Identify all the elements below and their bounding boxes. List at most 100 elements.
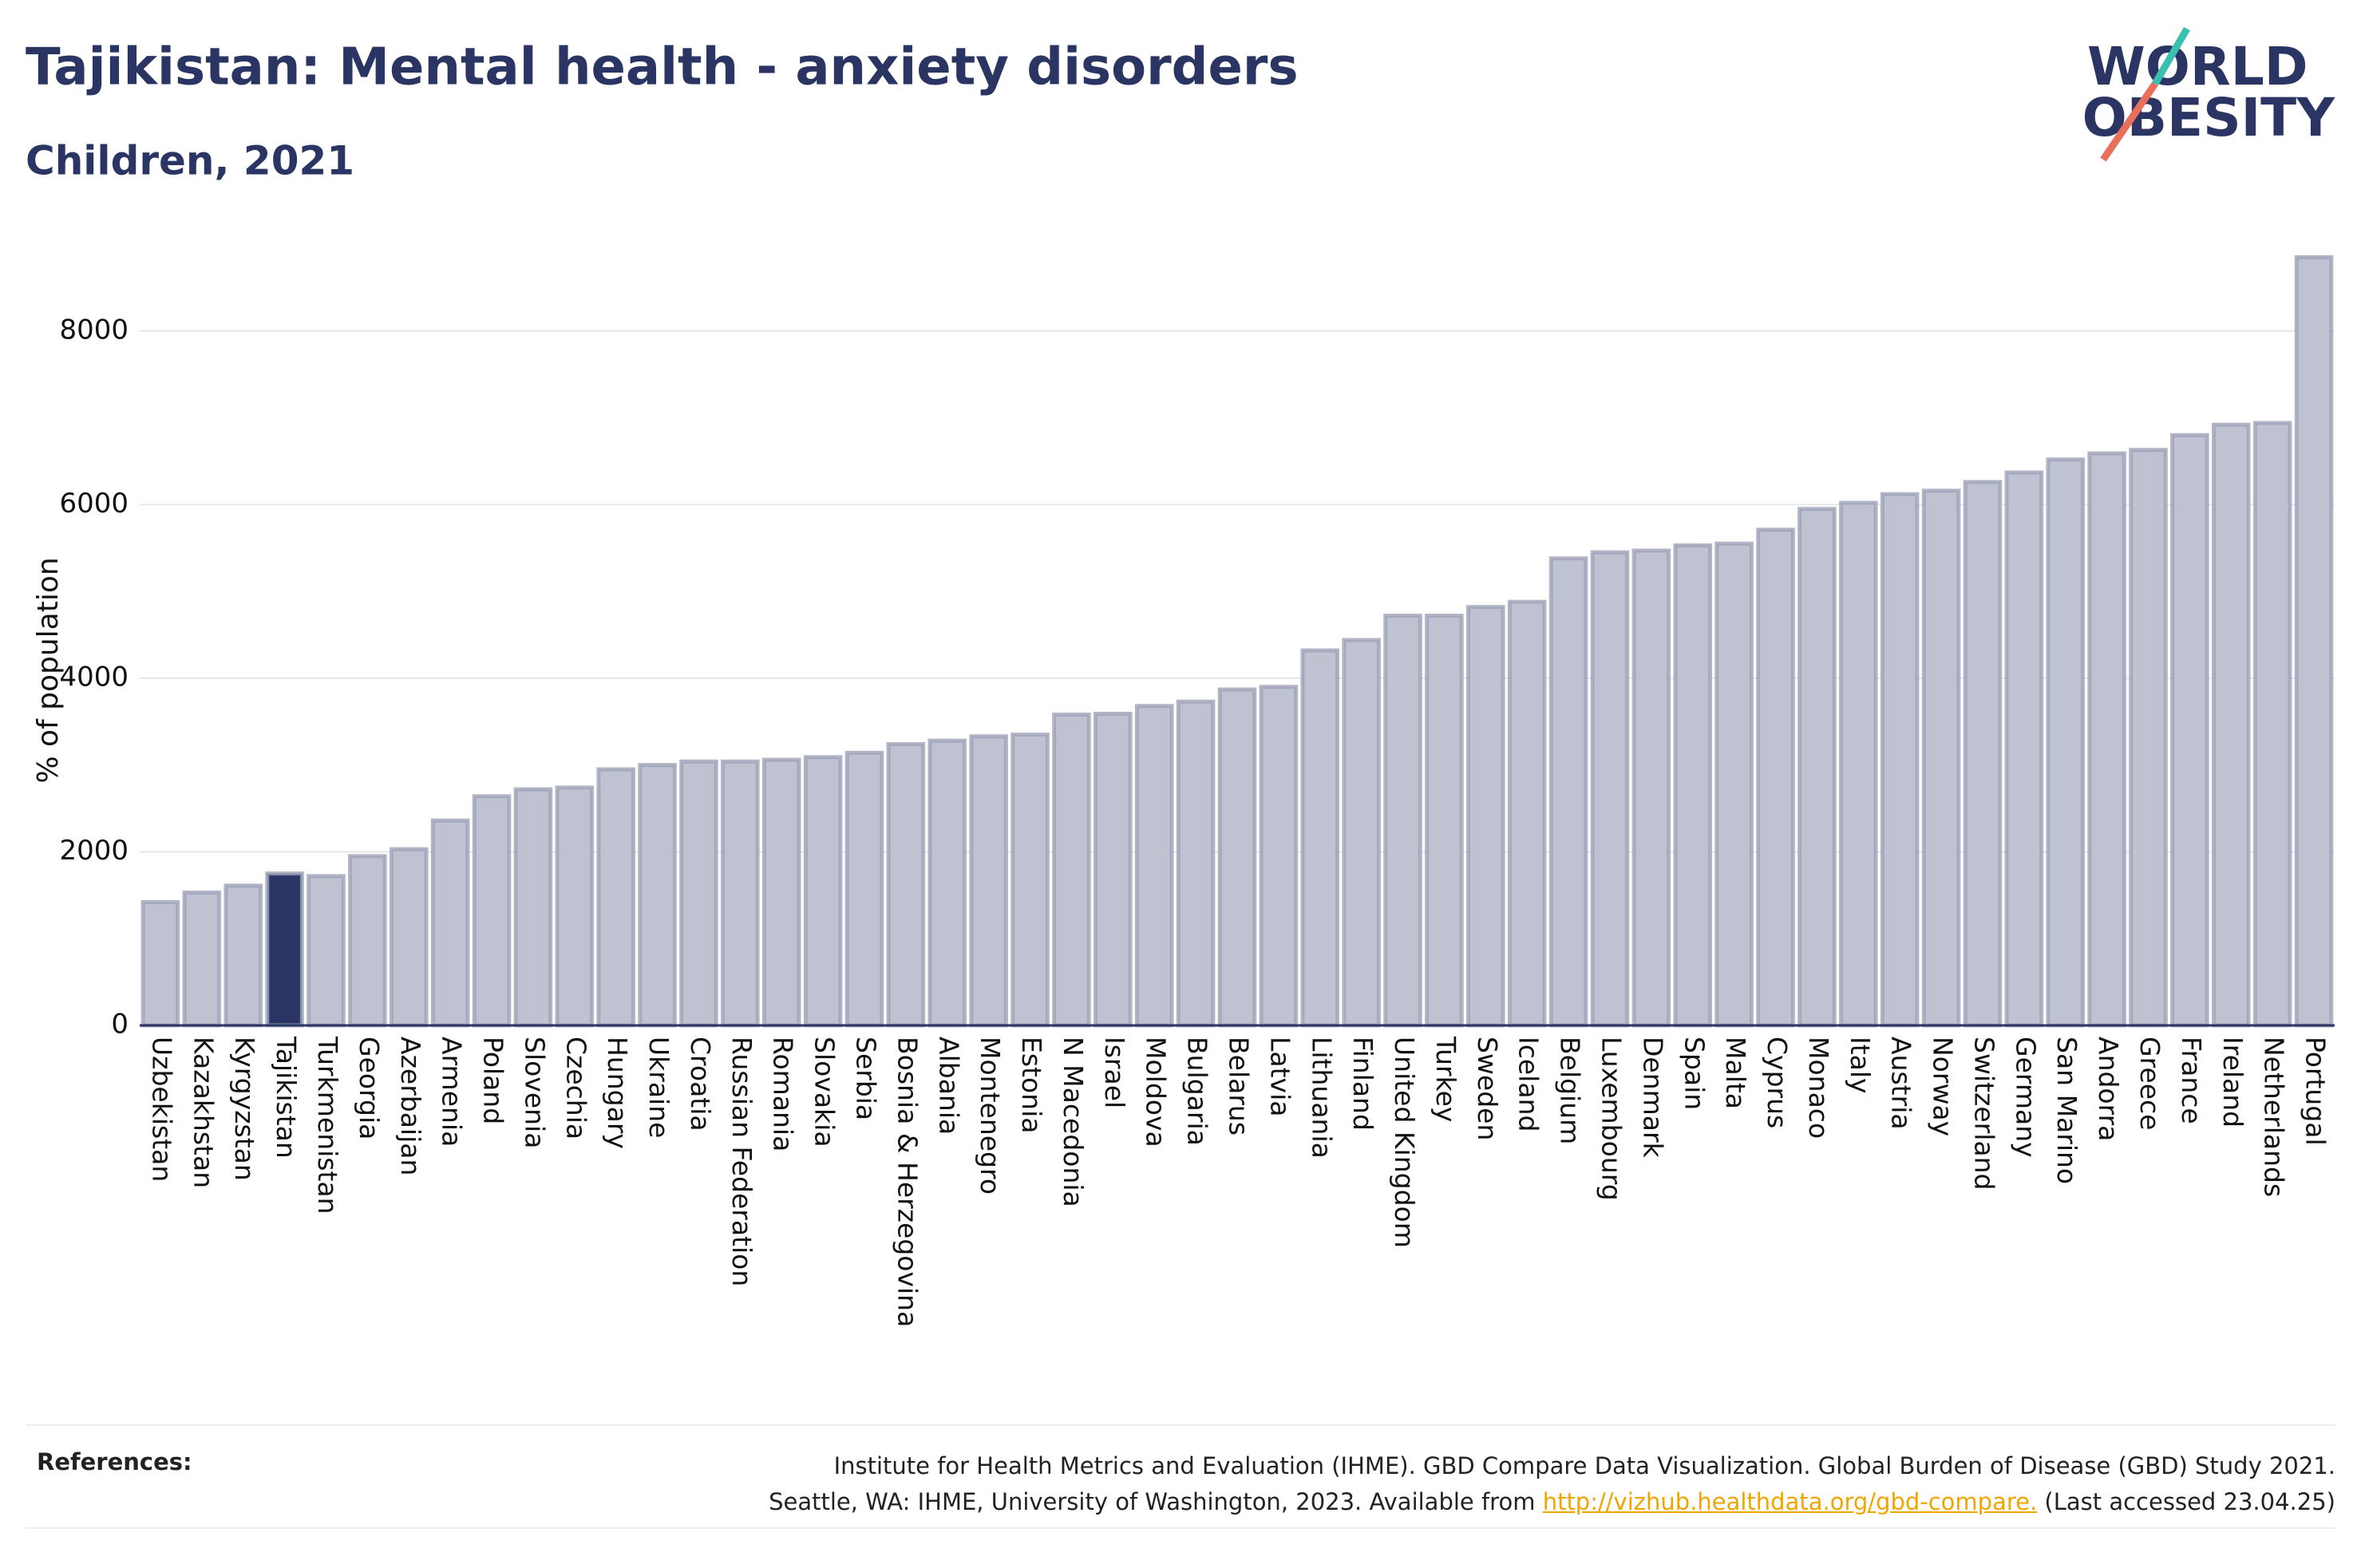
x-tick-label: Slovenia xyxy=(519,1037,550,1148)
x-tick-label: Albania xyxy=(933,1037,964,1135)
bar xyxy=(1963,480,2003,1028)
x-tick-label: Iceland xyxy=(1513,1037,1544,1132)
bar xyxy=(1797,507,1837,1028)
bar xyxy=(2129,448,2168,1028)
reference-line: Seattle, WA: IHME, University of Washing… xyxy=(769,1488,1536,1515)
x-tick-label: Azerbaijan xyxy=(395,1037,426,1175)
x-tick-label: Bosnia & Herzegovina xyxy=(892,1037,923,1327)
bar xyxy=(265,871,304,1028)
y-tick-label: 8000 xyxy=(59,314,129,346)
bar xyxy=(1714,541,1754,1028)
bar xyxy=(1590,550,1630,1028)
x-tick-label: Finland xyxy=(1347,1037,1378,1131)
references-label: References: xyxy=(37,1448,192,1475)
x-tick-label: Uzbekistan xyxy=(146,1037,177,1182)
bar xyxy=(721,759,760,1028)
bar xyxy=(1673,543,1713,1028)
bar xyxy=(761,757,801,1028)
x-tick-label: Turkmenistan xyxy=(312,1036,343,1215)
bar xyxy=(1010,733,1050,1028)
x-tick-label: Belgium xyxy=(1555,1037,1586,1144)
x-tick-label: Denmark xyxy=(1637,1037,1668,1159)
bar xyxy=(430,818,470,1028)
x-tick-label: Netherlands xyxy=(2259,1037,2290,1197)
x-tick-label: San Marino xyxy=(2051,1037,2082,1184)
bar xyxy=(1756,527,1795,1028)
x-tick-label: Luxembourg xyxy=(1596,1037,1627,1201)
bar xyxy=(2046,457,2086,1028)
bar xyxy=(2170,432,2209,1028)
bar xyxy=(1259,685,1299,1028)
bar xyxy=(1921,488,1961,1028)
bar xyxy=(1217,687,1257,1028)
y-tick-label: 4000 xyxy=(59,661,129,693)
x-tick-label: Cyprus xyxy=(1762,1037,1793,1128)
logo-slash xyxy=(2152,26,2190,86)
bar xyxy=(140,900,180,1028)
bar xyxy=(1466,605,1505,1028)
y-tick-label: 6000 xyxy=(59,488,129,519)
x-tick-label: Kazakhstan xyxy=(188,1037,219,1188)
bar xyxy=(1507,599,1547,1028)
bar xyxy=(1052,713,1091,1028)
x-tick-label: Latvia xyxy=(1264,1037,1295,1116)
bar xyxy=(2004,470,2044,1028)
x-tick-label: Hungary xyxy=(602,1037,633,1149)
bar xyxy=(596,767,635,1028)
logo-text: OBESITY xyxy=(2082,87,2336,148)
x-tick-label: Ukraine xyxy=(643,1037,674,1138)
x-tick-label: Montenegro xyxy=(975,1037,1006,1195)
y-axis-label: % of population xyxy=(32,557,65,783)
x-tick-label: Belarus xyxy=(1224,1037,1255,1136)
x-tick-label: Monaco xyxy=(1803,1037,1834,1139)
references: References: Institute for Health Metrics… xyxy=(26,1424,2335,1529)
x-tick-label: Croatia xyxy=(685,1037,716,1132)
x-tick-label: Poland xyxy=(478,1037,509,1124)
bar xyxy=(1631,548,1671,1028)
references-text: Institute for Health Metrics and Evaluat… xyxy=(769,1448,2335,1520)
bar xyxy=(1383,614,1422,1028)
bar xyxy=(1176,699,1216,1028)
x-tick-label: Slovakia xyxy=(809,1037,840,1147)
bar xyxy=(223,883,263,1028)
x-tick-label: Turkey xyxy=(1430,1036,1461,1122)
bar xyxy=(679,759,718,1028)
x-tick-label: Armenia xyxy=(437,1037,468,1147)
x-tick-label: Lithuania xyxy=(1306,1037,1337,1159)
x-tick-label: Malta xyxy=(1720,1037,1751,1109)
x-tick-label: Israel xyxy=(1099,1037,1130,1108)
x-tick-label: Italy xyxy=(1845,1037,1876,1094)
bar xyxy=(1300,648,1340,1028)
x-tick-label: Serbia xyxy=(851,1037,882,1120)
x-tick-label: United Kingdom xyxy=(1389,1037,1420,1248)
x-tick-label: France xyxy=(2176,1037,2207,1124)
chart-subtitle: Children, 2021 xyxy=(26,138,354,184)
logo-slash xyxy=(2100,81,2158,162)
y-tick-label: 2000 xyxy=(59,835,129,867)
x-tick-label: Russian Federation xyxy=(726,1037,757,1286)
bar xyxy=(1425,614,1464,1028)
reference-link[interactable]: http://vizhub.healthdata.org/gbd-compare… xyxy=(1542,1488,2038,1515)
x-tick-label: Georgia xyxy=(354,1037,385,1139)
bar xyxy=(969,734,1008,1028)
x-tick-label: Romania xyxy=(768,1037,799,1151)
y-tick-label: 0 xyxy=(111,1009,129,1041)
bar xyxy=(513,787,553,1028)
x-tick-label: Germany xyxy=(2010,1037,2041,1158)
x-tick-label: Moldova xyxy=(1141,1037,1172,1147)
reference-line: Institute for Health Metrics and Evaluat… xyxy=(833,1452,2335,1479)
x-tick-label: Tajikistan xyxy=(271,1036,302,1159)
bar xyxy=(1880,492,1920,1028)
bar xyxy=(348,854,387,1028)
bar xyxy=(306,874,346,1028)
bar xyxy=(844,750,884,1028)
x-tick-label: Austria xyxy=(1886,1037,1917,1130)
bar xyxy=(2211,422,2251,1028)
bar xyxy=(1839,500,1878,1028)
logo-text: WORLD xyxy=(2087,36,2308,97)
x-tick-label: Spain xyxy=(1679,1037,1710,1110)
bar xyxy=(2252,421,2292,1028)
bar xyxy=(927,738,967,1028)
x-tick-label: Bulgaria xyxy=(1182,1037,1213,1146)
